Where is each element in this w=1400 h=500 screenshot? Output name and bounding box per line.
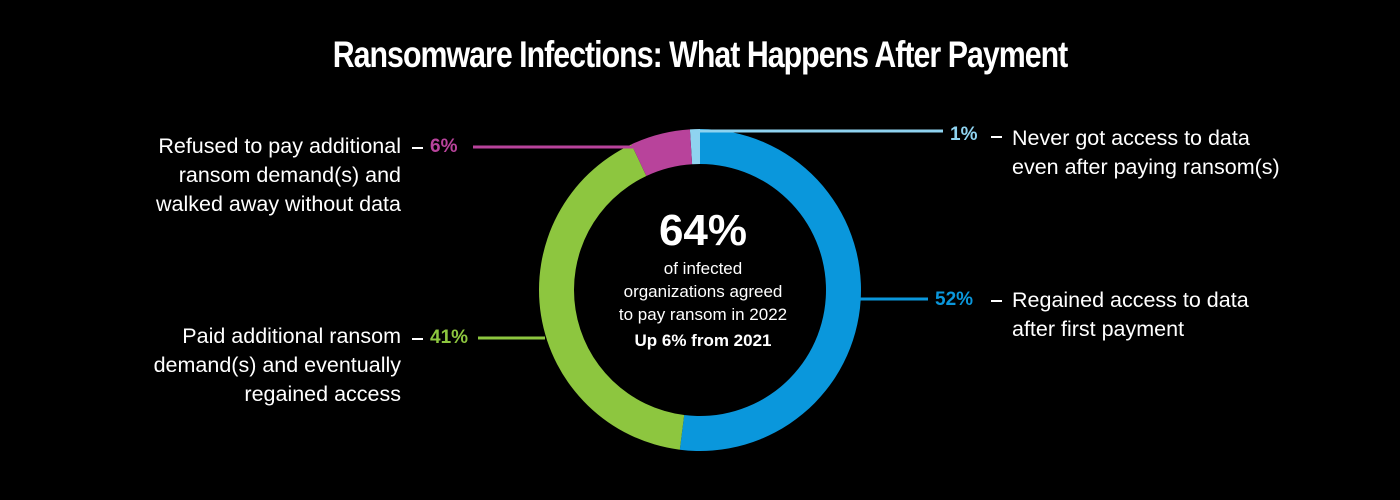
desc-never-access: Never got access to data even after payi… bbox=[1012, 124, 1280, 182]
desc-walked-away-line-1: Refused to pay additional bbox=[158, 134, 401, 158]
dash-walked-away bbox=[412, 147, 423, 149]
center-summary: 64% of infected organizations agreed to … bbox=[583, 205, 823, 352]
slice-paid-additional bbox=[538, 144, 685, 450]
desc-never-access-line-2: even after paying ransom(s) bbox=[1012, 155, 1280, 179]
center-line-3: to pay ransom in 2022 bbox=[618, 305, 788, 324]
slice-label-never-access: 1% bbox=[950, 124, 978, 145]
slice-first-payment bbox=[679, 129, 862, 451]
desc-never-access-line-1: Never got access to data bbox=[1012, 126, 1250, 150]
desc-paid-additional-line-1: Paid additional ransom bbox=[182, 324, 401, 348]
desc-first-payment-line-1: Regained access to data bbox=[1012, 288, 1249, 312]
desc-walked-away: Refused to pay additional ransom demand(… bbox=[156, 132, 401, 219]
desc-first-payment-line-2: after first payment bbox=[1012, 317, 1185, 341]
slice-label-walked-away: 6% bbox=[430, 136, 458, 157]
desc-walked-away-line-2: ransom demand(s) and bbox=[178, 163, 401, 187]
center-note: Up 6% from 2021 bbox=[634, 331, 772, 350]
slice-never-access bbox=[689, 129, 700, 165]
desc-paid-additional-line-2: demand(s) and eventually bbox=[153, 353, 401, 377]
desc-paid-additional: Paid additional ransom demand(s) and eve… bbox=[154, 322, 401, 409]
center-line-2: organizations agreed bbox=[623, 282, 783, 301]
desc-first-payment: Regained access to data after first paym… bbox=[1012, 286, 1249, 344]
slice-label-paid-additional: 41% bbox=[430, 327, 469, 348]
dash-first-payment bbox=[991, 300, 1002, 302]
slice-label-first-payment: 52% bbox=[935, 289, 974, 310]
dash-paid-additional bbox=[412, 338, 423, 340]
dash-never-access bbox=[991, 136, 1002, 138]
chart-title: Ransomware Infections: What Happens Afte… bbox=[332, 34, 1069, 75]
donut-slices bbox=[538, 129, 862, 451]
center-headline: 64% bbox=[658, 206, 748, 255]
desc-paid-additional-line-3: regained access bbox=[244, 382, 401, 406]
leader-lines bbox=[473, 129, 943, 340]
slice-walked-away bbox=[631, 129, 693, 176]
center-line-1: of infected bbox=[663, 259, 743, 278]
desc-walked-away-line-3: walked away without data bbox=[155, 192, 401, 216]
